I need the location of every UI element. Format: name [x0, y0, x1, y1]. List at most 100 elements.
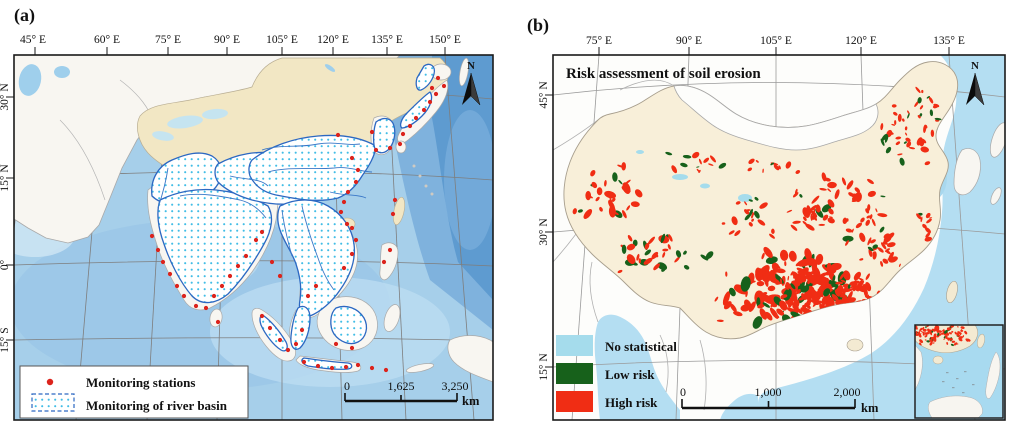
risk-patch — [855, 222, 863, 229]
risk-patch — [867, 204, 871, 212]
risk-patch — [680, 162, 688, 168]
risk-patch — [922, 223, 927, 229]
risk-patch — [841, 294, 848, 306]
inset-risk-patch — [965, 338, 969, 342]
station-dot — [211, 293, 217, 299]
station-dot — [219, 283, 225, 289]
sulawesi — [383, 304, 401, 332]
timor — [405, 363, 435, 373]
risk-patch — [636, 253, 640, 261]
station-dot — [413, 115, 419, 121]
risk-patch — [728, 230, 735, 235]
risk-patch — [705, 251, 714, 259]
risk-patch — [893, 111, 898, 116]
legend-a-item-1-label: Monitoring stations — [86, 375, 195, 390]
inset-risk-patch — [930, 333, 933, 336]
panel-b-legend: No statistical Low risk High risk — [556, 335, 677, 412]
risk-patch — [765, 256, 778, 264]
station-dot — [349, 225, 355, 231]
legend-b-item-3-label: High risk — [605, 395, 658, 410]
risk-patch — [915, 86, 921, 94]
risk-patch — [887, 257, 893, 261]
risk-patch — [796, 289, 801, 295]
inset-risk-patch — [960, 326, 965, 329]
risk-patch — [827, 181, 837, 189]
station-dot-icon — [46, 378, 54, 386]
risk-patch — [792, 192, 799, 198]
risk-patch — [865, 281, 872, 292]
risk-patch — [734, 230, 741, 237]
risk-patch — [698, 169, 701, 173]
risk-patch — [748, 158, 755, 165]
risk-patch — [773, 262, 780, 268]
risk-patch — [865, 273, 870, 280]
risk-patch — [608, 205, 616, 218]
station-dot — [390, 211, 396, 217]
inset-risk-patch — [956, 343, 959, 345]
risk-patch — [842, 217, 848, 224]
inset-risk-patch — [924, 331, 927, 333]
risk-patch — [841, 287, 852, 293]
risk-patch — [865, 219, 870, 226]
risk-patch — [805, 223, 815, 231]
risk-patch — [880, 261, 884, 267]
risk-patch — [860, 217, 865, 223]
risk-patch — [791, 294, 798, 300]
risk-patch — [845, 228, 853, 233]
lon-label: 45° E — [20, 34, 46, 46]
risk-patch — [784, 285, 789, 291]
risk-patch — [586, 195, 594, 199]
station-dot — [355, 167, 361, 173]
station-dot — [269, 259, 275, 265]
risk-patch — [751, 213, 754, 219]
risk-patch — [662, 248, 669, 252]
risk-patch — [675, 250, 682, 258]
risk-patch — [859, 232, 866, 242]
inset-taiwan — [977, 333, 985, 349]
inset-risk-patch — [954, 331, 958, 335]
risk-patch — [828, 208, 834, 215]
inset-risk-patch — [932, 342, 935, 344]
risk-patch — [809, 299, 818, 304]
risk-patch — [917, 115, 921, 119]
risk-patch — [920, 138, 927, 144]
risk-patch — [767, 285, 776, 292]
no-statistical-swatch — [556, 335, 593, 356]
risk-patch — [879, 226, 885, 233]
risk-patch — [638, 258, 641, 264]
risk-patch — [674, 256, 680, 263]
risk-patch — [748, 199, 753, 202]
risk-patch — [818, 223, 825, 226]
lon-label: 90° E — [676, 35, 702, 47]
risk-patch — [769, 307, 779, 319]
station-dot — [369, 365, 375, 371]
risk-patch — [611, 197, 616, 202]
station-dot — [203, 305, 209, 311]
risk-patch — [928, 96, 934, 104]
lat-label: 15° N — [538, 353, 550, 381]
station-dot — [160, 259, 166, 265]
inset-risk-patch — [951, 340, 956, 343]
risk-patch — [797, 258, 812, 267]
risk-patch — [668, 234, 673, 242]
risk-patch — [929, 109, 934, 117]
risk-patch — [725, 271, 728, 277]
station-dot — [349, 251, 355, 257]
station-dot — [433, 91, 439, 97]
risk-patch — [834, 189, 840, 200]
risk-patch — [708, 163, 714, 166]
risk-patch — [925, 212, 931, 219]
panel-b-title: Risk assessment of soil erosion — [566, 66, 761, 82]
risk-patch — [829, 216, 833, 218]
risk-patch — [901, 118, 905, 122]
inset-risk-patches — [915, 325, 971, 347]
risk-patch — [831, 293, 839, 302]
risk-patch — [771, 228, 775, 234]
panel-b-map — [553, 55, 1005, 420]
station-dot — [335, 132, 341, 138]
panel-a-legend: Monitoring stations Monitoring of river … — [19, 365, 249, 419]
risk-patch — [809, 270, 821, 275]
risk-patch — [934, 117, 942, 121]
risk-patch — [866, 215, 871, 219]
